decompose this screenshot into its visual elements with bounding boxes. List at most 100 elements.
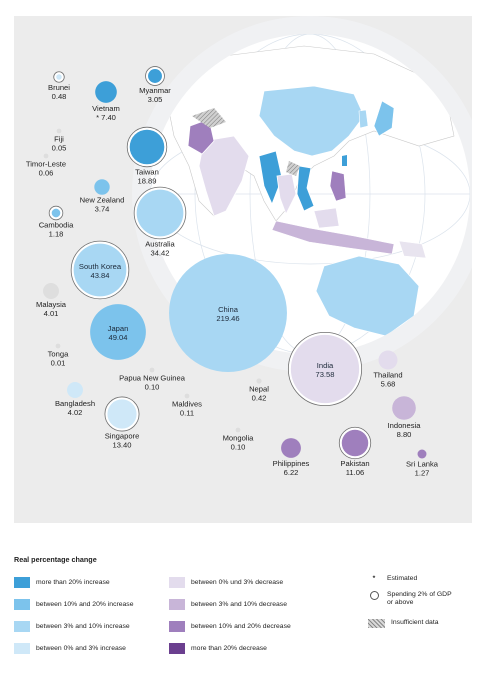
legend-item-0-3-increase: between 0% and 3% increase [14,643,126,654]
legend-item-10-20-increase: between 10% and 20% increase [14,599,134,610]
legend-label: between 3% and 10% increase [36,623,130,630]
legend-two-percent: Spending 2% of GDP or above [366,591,452,607]
label-philippines: Philippines [273,459,310,468]
legend-label: between 10% and 20% decrease [191,623,291,630]
legend-estimated: * Estimated [366,575,418,583]
bubble-sri-lanka [417,449,427,459]
label-thailand: Thailand [373,370,402,379]
value-japan: 49.04 [108,333,127,342]
label-south-korea: South Korea [79,262,122,271]
legend-label: more than 20% decrease [191,645,267,652]
legend-swatch [169,577,185,588]
bubble-pakistan [341,429,369,457]
legend: Real percentage change more than 20% inc… [14,555,474,670]
bubble-philippines [281,438,301,458]
value-singapore: 13.40 [112,441,131,450]
legend-estimated-label: Estimated [387,575,418,582]
bubble-china [169,254,287,372]
asterisk-icon: * [372,575,376,582]
bubble-australia [136,189,184,237]
legend-insufficient-label: Insufficient data [391,619,439,626]
legend-swatch [14,621,30,632]
label-myanmar: Myanmar [139,86,171,95]
label-malaysia: Malaysia [36,300,67,309]
legend-swatch [14,599,30,610]
label-fiji: Fiji [54,134,64,143]
label-new-zealand: New Zealand [80,196,125,205]
legend-item-3-10-increase: between 3% and 10% increase [14,621,130,632]
bubble-india [290,334,360,404]
legend-item-more-than-20-decrease: more than 20% decrease [169,643,267,654]
value-taiwan: 18.89 [137,176,156,185]
bubble-bangladesh [67,382,83,398]
value-malaysia: 4.01 [44,309,59,318]
bubble-papua-new-guinea [149,367,155,373]
value-south-korea: 43.84 [90,271,109,280]
label-vietnam: Vietnam [92,104,120,113]
label-china: China [218,305,239,314]
value-cambodia: 1.18 [49,229,64,238]
legend-label: between 0% and 3% increase [36,645,126,652]
ring-icon [366,591,382,603]
bubble-thailand [378,350,398,370]
value-new-zealand: 3.74 [95,205,110,214]
bubble-japan [90,304,146,360]
legend-title: Real percentage change [14,555,97,564]
legend-label: between 0% und 3% decrease [191,579,284,586]
bubble-maldives [184,393,190,399]
label-maldives: Maldives [172,399,202,408]
value-brunei: 0.48 [52,92,67,101]
bubble-vietnam [95,81,117,103]
label-pakistan: Pakistan [340,459,369,468]
legend-label: between 10% and 20% increase [36,601,134,608]
legend-item-3-10-decrease: between 3% and 10% decrease [169,599,287,610]
value-bangladesh: 4.02 [68,408,83,417]
value-mongolia: 0.10 [231,442,246,451]
bubble-brunei [56,74,62,80]
value-papua-new-guinea: 0.10 [145,382,160,391]
bubble-indonesia [392,396,416,420]
bubble-south-korea [73,243,127,297]
label-indonesia: Indonesia [388,421,422,430]
figure-panel: Brunei 0.48 Vietnam * 7.40 Myanmar 3.05 Fiji 0.… [14,16,472,523]
label-brunei: Brunei [48,83,70,92]
legend-swatch [169,599,185,610]
label-mongolia: Mongolia [223,433,255,442]
label-bangladesh: Bangladesh [55,399,95,408]
label-nepal: Nepal [249,385,269,394]
value-vietnam: * 7.40 [96,113,116,122]
label-papua-new-guinea: Papua New Guinea [119,373,186,382]
value-philippines: 6.22 [284,468,299,477]
label-australia: Australia [145,239,175,248]
label-tonga: Tonga [48,349,69,358]
value-fiji: 0.05 [52,143,67,152]
legend-swatch [14,643,30,654]
value-nepal: 0.42 [252,394,267,403]
bubble-myanmar [148,69,162,83]
label-taiwan: Taiwan [135,167,159,176]
bubble-tonga [55,343,61,349]
legend-label: between 3% and 10% decrease [191,601,287,608]
label-india: India [317,361,334,370]
legend-two-percent-line1: Spending 2% of GDP [387,591,452,598]
value-tonga: 0.01 [51,358,66,367]
value-india: 73.58 [315,370,334,379]
legend-item-10-20-decrease: between 10% and 20% decrease [169,621,291,632]
legend-swatch [14,577,30,588]
hatch-icon [366,619,386,631]
legend-item-0-3-decrease: between 0% und 3% decrease [169,577,283,588]
label-sri-lanka: Sri Lanka [406,459,439,468]
value-sri-lanka: 1.27 [415,468,430,477]
label-timor-leste: Timor-Leste [26,159,66,168]
value-timor-leste: 0.06 [39,168,54,177]
value-australia: 34.42 [150,248,169,257]
legend-two-percent-line2: or above [387,599,414,606]
legend-insufficient: Insufficient data [366,619,439,631]
bubble-singapore [107,399,137,429]
bubble-mongolia [235,427,241,433]
map-land [150,34,470,354]
value-maldives: 0.11 [180,408,194,417]
bubble-malaysia [43,283,59,299]
